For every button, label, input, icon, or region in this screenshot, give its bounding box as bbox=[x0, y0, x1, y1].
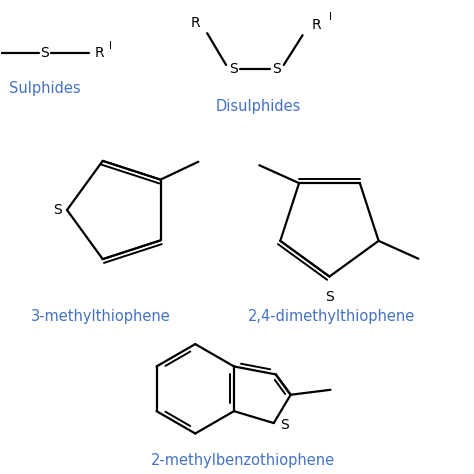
Text: R: R bbox=[191, 16, 200, 30]
Text: R: R bbox=[312, 18, 321, 32]
Text: I: I bbox=[329, 12, 332, 22]
Text: R: R bbox=[95, 46, 104, 60]
Text: I: I bbox=[109, 41, 112, 51]
Text: S: S bbox=[273, 62, 281, 76]
Text: S: S bbox=[325, 291, 334, 304]
Text: 2,4-dimethylthiophene: 2,4-dimethylthiophene bbox=[248, 310, 415, 324]
Text: S: S bbox=[228, 62, 237, 76]
Text: S: S bbox=[40, 46, 48, 60]
Text: Disulphides: Disulphides bbox=[215, 99, 301, 114]
Text: Sulphides: Sulphides bbox=[9, 81, 81, 96]
Text: S: S bbox=[280, 418, 289, 432]
Text: 3-methylthiophene: 3-methylthiophene bbox=[31, 310, 171, 324]
Text: 2-methylbenzothiophene: 2-methylbenzothiophene bbox=[151, 453, 335, 468]
Text: S: S bbox=[53, 203, 62, 217]
